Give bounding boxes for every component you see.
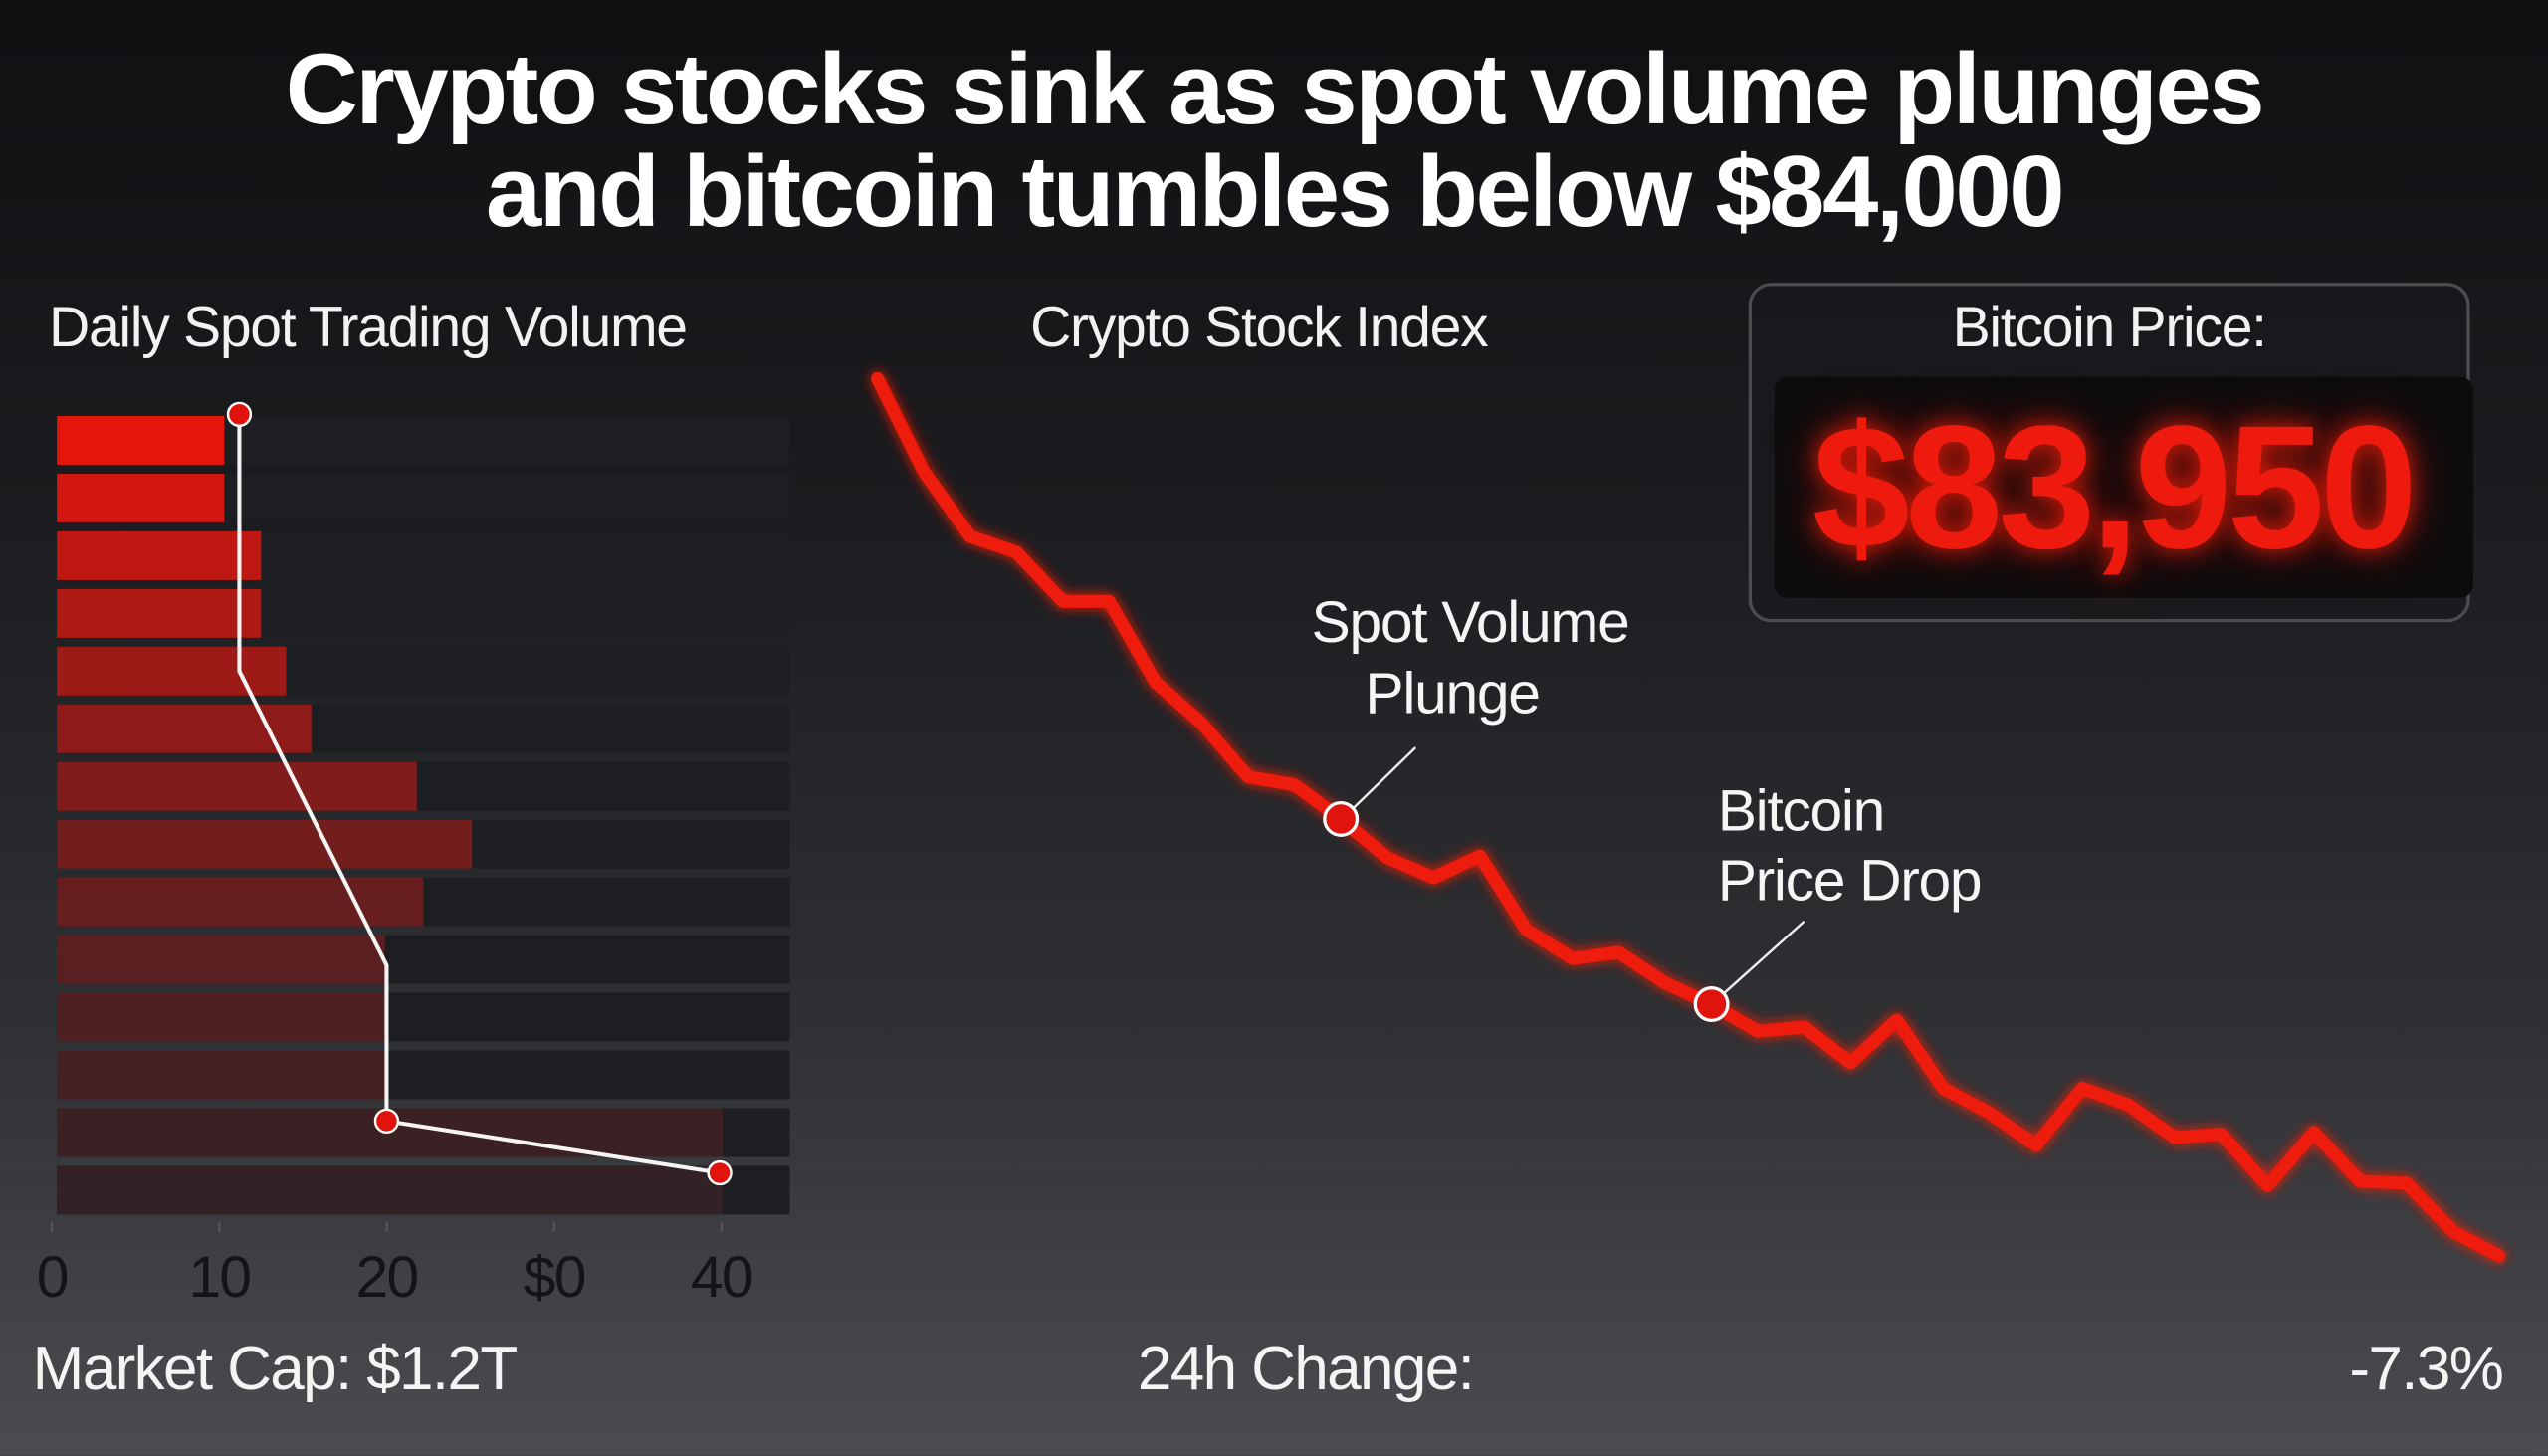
x-tick-label: 10 <box>188 1242 252 1310</box>
volume-bar <box>57 530 262 580</box>
annotation-leader-line <box>1723 920 1805 994</box>
x-tick-label: $0 <box>523 1242 587 1310</box>
x-tick-label: 40 <box>690 1242 754 1310</box>
market-cap: Market Cap: $1.2T <box>32 1336 519 1404</box>
annotation-spot-volume-line2: Plunge <box>1365 659 1540 727</box>
volume-bar <box>57 877 424 927</box>
volume-trend-marker <box>226 401 253 428</box>
volume-chart-title: Daily Spot Trading Volume <box>48 296 688 359</box>
volume-bar <box>57 819 473 869</box>
volume-bar <box>57 588 262 638</box>
x-tick-label: 20 <box>355 1242 419 1310</box>
volume-bar <box>57 935 385 984</box>
volume-bar <box>57 646 287 696</box>
headline-line-1: Crypto stocks sink as spot volume plunge… <box>285 34 2265 146</box>
volume-bar <box>57 1165 724 1215</box>
bitcoin-price-label: Bitcoin Price: <box>1952 296 2267 359</box>
annotation-bitcoin-drop-line2: Price Drop <box>1717 846 1983 914</box>
volume-bar <box>57 1050 385 1100</box>
volume-bar <box>57 992 385 1042</box>
volume-trend-line <box>237 414 721 1175</box>
volume-bar <box>57 704 312 753</box>
index-chart-title: Crypto Stock Index <box>1030 296 1489 359</box>
x-tick-label: 0 <box>36 1242 70 1310</box>
index-line <box>871 371 2506 1263</box>
annotation-marker <box>1323 801 1360 837</box>
volume-trend-marker <box>707 1159 733 1186</box>
volume-bar <box>57 761 417 811</box>
annotation-spot-volume-line1: Spot Volume <box>1311 588 1630 655</box>
annotation-marker <box>1693 986 1730 1022</box>
annotation-leader-line <box>1353 746 1417 809</box>
bitcoin-price-value: $83,950 <box>1811 388 2418 585</box>
headline-line-2: and bitcoin tumbles below $84,000 <box>485 136 2065 249</box>
annotation-bitcoin-drop-line1: Bitcoin <box>1717 776 1886 844</box>
volume-bar <box>57 473 225 522</box>
bitcoin-price-display <box>1774 376 2473 598</box>
volume-bar <box>57 415 225 465</box>
volume-trend-marker <box>373 1108 400 1135</box>
change-value: -7.3% <box>2349 1336 2504 1404</box>
change-label: 24h Change: <box>1137 1336 1475 1404</box>
